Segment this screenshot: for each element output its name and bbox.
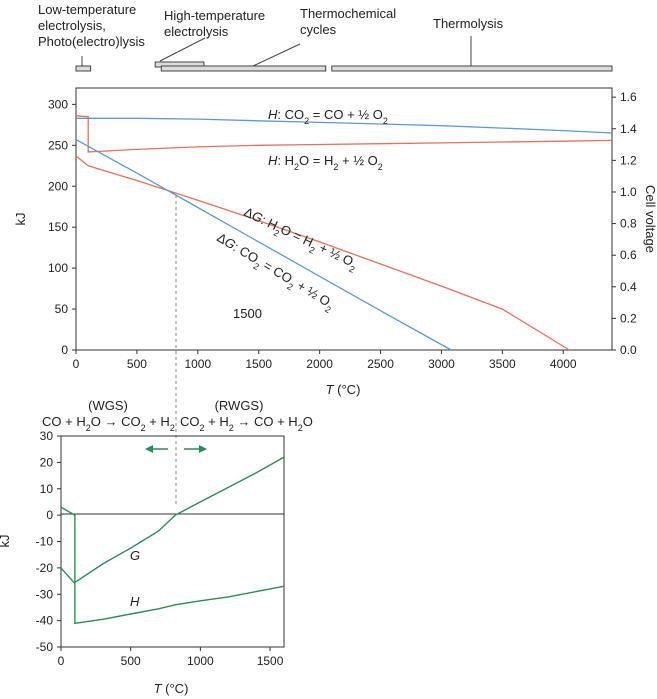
- series-label-h-co2: H: CO2 = CO + ½ O2: [268, 107, 388, 126]
- top-y-tick-label: 150: [48, 220, 68, 234]
- series-label-h-h2o: H: H2O = H2 + ½ O2: [268, 153, 383, 172]
- top-y-tick-label: 250: [48, 138, 68, 152]
- bottom-series-line-g: [60, 456, 285, 584]
- bottom-y-tick-label: -50: [36, 640, 54, 654]
- top-y2-tick-label: 0.0: [620, 343, 637, 357]
- top-series-line-g-co2-co2-o2: [75, 139, 452, 351]
- bottom-y-tick-label: 20: [40, 455, 54, 469]
- top-y-tick-label: 200: [48, 179, 68, 193]
- bottom-y-tick-label: 0: [46, 508, 53, 522]
- top-y2-tick-label: 1.2: [620, 153, 637, 167]
- bottom-y-tick-label: -30: [36, 587, 54, 601]
- series-label-h: H: [130, 594, 140, 609]
- top-x-tick-label: 1500: [245, 357, 272, 371]
- top-x-axis-label: T (°C): [326, 382, 361, 397]
- top-y2-tick-label: 0.8: [620, 217, 637, 231]
- top-y2-axis: 0.0 0.2 0.4 0.6 0.8 1.0 1.2 1.4 1.6: [612, 90, 637, 357]
- top-y2-tick-label: 0.6: [620, 248, 637, 262]
- top-series-line-h-co2-co-o2: [76, 117, 613, 134]
- wgs-reaction: CO + H2O → CO2 + H2: [42, 414, 175, 433]
- range-label-thermolysis: Thermolysis: [433, 16, 504, 31]
- bottom-y-tick-label: -20: [36, 561, 54, 575]
- leader-line-high-temp: [159, 37, 206, 62]
- top-x-axis: 0 500 1000 1500 2000 2500 3000 3500 4000: [73, 350, 577, 371]
- range-bar-thermolysis: [331, 65, 613, 72]
- top-y-tick-label: 300: [48, 97, 68, 111]
- bottom-y-tick-label: 10: [40, 482, 54, 496]
- top-x-tick-label: 1000: [184, 357, 211, 371]
- top-x-tick-label: 3000: [428, 357, 455, 371]
- range-bar-low-temperature: [75, 65, 92, 72]
- range-bar-thermochemical: [160, 65, 327, 72]
- bottom-x-axis-label: T (°C): [154, 681, 189, 696]
- bottom-x-tick-label: 500: [121, 654, 141, 668]
- rwgs-tag: (RWGS): [215, 398, 264, 413]
- bottom-x-axis: 0 500 1000 1500: [58, 647, 284, 668]
- top-y2-tick-label: 1.0: [620, 185, 637, 199]
- wgs-arrow: [145, 445, 168, 453]
- top-x-tick-label: 2500: [367, 357, 394, 371]
- top-y2-tick-label: 0.2: [620, 311, 637, 325]
- bottom-x-tick-label: 0: [58, 654, 65, 668]
- top-x-tick-label: 4000: [550, 357, 577, 371]
- top-x-tick-label: 3500: [489, 357, 516, 371]
- bottom-y-tick-label: 30: [40, 429, 54, 443]
- leader-line-thermochemical: [252, 43, 301, 67]
- wgs-tag: (WGS): [88, 398, 128, 413]
- top-x-tick-label: 0: [73, 357, 80, 371]
- top-x-tick-label: 2000: [306, 357, 333, 371]
- top-y2-tick-label: 1.4: [620, 122, 637, 136]
- top-plot-frame: [75, 87, 613, 351]
- top-y-tick-label: 0: [61, 343, 68, 357]
- top-annotation: 1500: [233, 306, 262, 321]
- top-series: [75, 115, 613, 351]
- top-series-line-g-h2o-h2-o2: [75, 155, 570, 351]
- bottom-y-tick-label: -10: [36, 535, 54, 549]
- rwgs-reaction: CO2 + H2 → CO + H2O: [180, 414, 313, 433]
- range-label-low-temperature: Low-temperature electrolysis, Photo(electr…: [38, 2, 145, 49]
- bottom-series: [60, 456, 285, 625]
- top-y-tick-label: 100: [48, 261, 68, 275]
- temperature-range-bars: Low-temperature electrolysis, Photo(electr…: [38, 2, 613, 72]
- range-label-thermochemical: Thermochemical cycles: [300, 6, 396, 37]
- top-y-tick-label: 50: [55, 302, 69, 316]
- bottom-y-axis-label: kJ: [0, 535, 12, 548]
- top-x-tick-label: 500: [127, 357, 147, 371]
- top-y2-tick-label: 0.4: [620, 280, 637, 294]
- bottom-y-axis: -50 -40 -30 -20 -10 0 10 20 30: [36, 429, 61, 654]
- top-y2-axis-label: Cell voltage: [643, 185, 657, 253]
- top-y-axis: 0 50 100 150 200 250 300: [48, 97, 76, 357]
- bottom-chart: (WGS) (RWGS) CO + H2O → CO2 + H2 CO2 + H…: [0, 398, 313, 696]
- series-label-g: G: [130, 548, 140, 563]
- bottom-y-tick-label: -40: [36, 614, 54, 628]
- bottom-series-line-h: [60, 567, 285, 625]
- bottom-x-tick-label: 1500: [257, 654, 284, 668]
- bottom-x-tick-label: 1000: [187, 654, 214, 668]
- top-y-axis-label: kJ: [13, 213, 28, 226]
- rwgs-arrow: [184, 445, 207, 453]
- top-y2-tick-label: 1.6: [620, 90, 637, 104]
- range-label-high-temperature: High-temperature electrolysis: [164, 8, 265, 39]
- bottom-plot-frame: [60, 435, 285, 648]
